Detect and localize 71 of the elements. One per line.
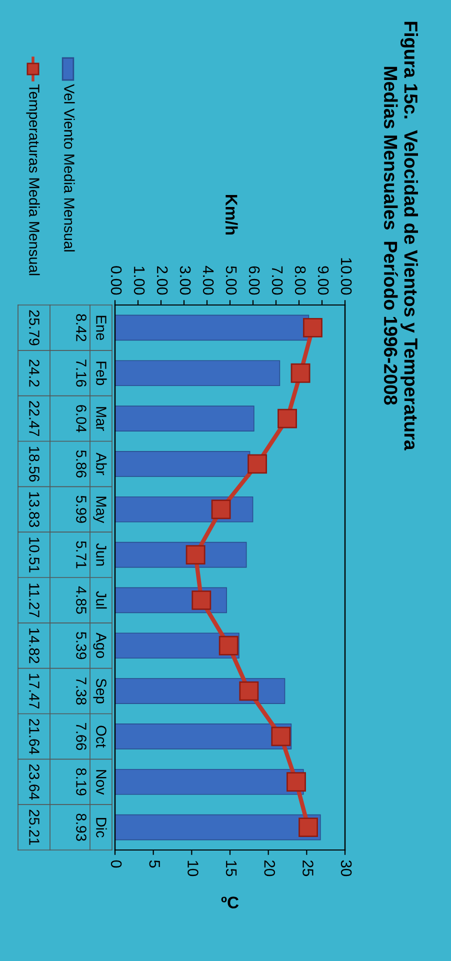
x-tick-label: 20 — [264, 860, 276, 876]
point — [239, 681, 259, 701]
x2-tick-label: 1.00 — [134, 266, 145, 295]
data-label: 5.86 — [76, 450, 86, 478]
y-tick-label: Abr — [96, 452, 107, 476]
data-label: 7.66 — [76, 723, 86, 750]
x-tick-label: 0 — [110, 860, 122, 868]
point — [211, 500, 231, 520]
point — [290, 363, 310, 383]
data-label: 14.82 — [29, 628, 40, 664]
legend-label: Temperaturas Media Mensual — [26, 84, 40, 276]
data-label: 8.93 — [76, 814, 86, 841]
text: Figura 15c. Velocidad de Vientos y Temperatura Medias Mensuales Período 1996-2008 — [384, 22, 418, 450]
point — [271, 726, 291, 746]
point — [218, 636, 238, 656]
data-label: 7.38 — [76, 678, 86, 705]
data-label: 18.56 — [29, 446, 40, 482]
legend-label: Vel Viento Media Mensual — [64, 84, 75, 252]
y-tick-label: Jun — [96, 543, 106, 566]
data-label: 17.47 — [29, 674, 40, 709]
y-tick-label: Ene — [96, 316, 106, 340]
data-label: 10.51 — [29, 538, 40, 572]
data-label: 11.27 — [29, 584, 40, 618]
x-tick-label: 30 — [340, 860, 352, 876]
x-tick-label: 10 — [188, 860, 198, 876]
y-tick-label: Jul — [96, 591, 107, 609]
data-label: 5.71 — [76, 541, 86, 568]
data-label: 13.83 — [29, 492, 40, 527]
x-axis-title: ºC — [221, 896, 239, 908]
data-label: 8.42 — [76, 314, 86, 342]
x2-tick-label: 0.00 — [110, 266, 122, 295]
x2-tick-label: 3.00 — [180, 266, 191, 295]
data-label: 24.2 — [29, 360, 40, 387]
y-tick-label: Nov — [96, 770, 106, 795]
point — [303, 318, 322, 338]
data-label: 4.85 — [76, 586, 86, 614]
x2-tick-label: 10.00 — [340, 258, 352, 295]
y-tick-label: Ago — [93, 632, 106, 658]
x2-tick-label: 8.00 — [294, 266, 306, 295]
x2-tick-label: 6.00 — [248, 266, 260, 295]
y-tick-label: May — [93, 496, 106, 524]
point — [298, 818, 318, 838]
data-label: 8.19 — [76, 768, 86, 796]
point — [186, 545, 206, 565]
x2-tick-label: 9.00 — [318, 266, 329, 295]
x2-axis-title: Km/h — [225, 194, 238, 234]
x2-tick-label: 5.00 — [226, 266, 237, 295]
data-label: 22.47 — [29, 401, 40, 436]
data-label: 25.79 — [29, 310, 40, 346]
x2-tick-label: 2.00 — [156, 266, 168, 295]
point — [278, 408, 297, 428]
data-label: 25.21 — [29, 810, 40, 845]
data-label: 6.04 — [76, 405, 86, 432]
point — [286, 772, 306, 792]
point — [248, 454, 268, 474]
x2-tick-label: 7.00 — [272, 266, 283, 295]
x-tick-label: 15 — [226, 860, 237, 876]
data-label: 21.64 — [29, 718, 40, 754]
y-tick-label: Mar — [96, 407, 106, 431]
data-label: 5.99 — [76, 496, 86, 523]
x2-tick-label: 4.00 — [202, 266, 214, 295]
y-tick-label: Oct — [96, 726, 106, 748]
x-tick-label: 5 — [149, 860, 160, 868]
data-label: 23.64 — [29, 764, 40, 800]
x-tick-label: 25 — [302, 860, 314, 876]
data-label: 5.39 — [76, 632, 86, 660]
y-tick-label: Dic — [96, 818, 107, 838]
data-label: 7.16 — [76, 360, 86, 387]
y-tick-label: Sep — [93, 678, 106, 704]
y-tick-label: Feb — [96, 362, 107, 386]
point — [192, 590, 212, 610]
